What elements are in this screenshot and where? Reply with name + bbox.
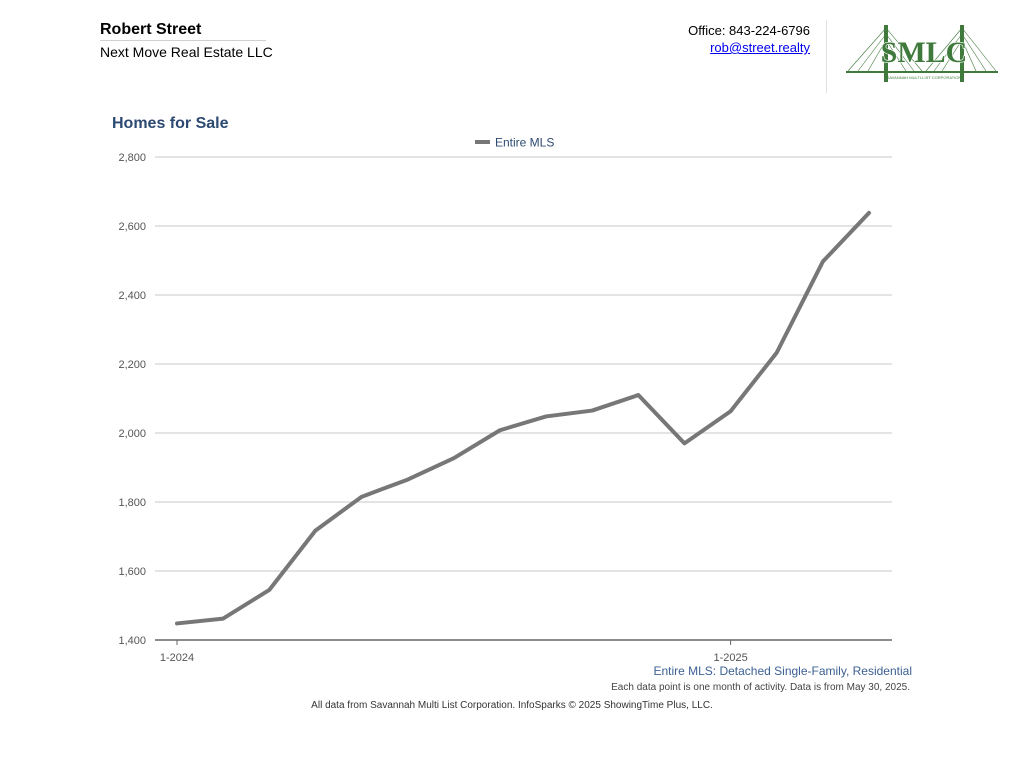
y-tick-label: 1,400 (118, 635, 146, 647)
y-tick-label: 2,600 (118, 221, 146, 233)
series-caption: Entire MLS: Detached Single-Family, Resi… (653, 664, 912, 678)
logo-subtext: SAVANNAH MULTI-LIST CORPORATION (887, 75, 962, 80)
smlc-bridge-logo-icon: SMLC SAVANNAH MULTI-LIST CORPORATION (846, 25, 998, 82)
data-note: Each data point is one month of activity… (611, 682, 910, 693)
chart-title: Homes for Sale (112, 115, 229, 132)
y-tick-label: 2,000 (118, 428, 146, 440)
y-tick-label: 2,400 (118, 290, 146, 302)
y-tick-label: 2,800 (118, 152, 146, 164)
logo-text: SMLC (881, 36, 968, 69)
agent-company: Next Move Real Estate LLC (100, 44, 273, 60)
y-tick-label: 1,800 (118, 497, 146, 509)
x-tick-label: 1-2025 (713, 652, 747, 664)
agent-name: Robert Street (100, 21, 202, 38)
header-divider (100, 40, 266, 41)
email-link[interactable]: rob@street.realty (710, 40, 810, 55)
header-vertical-divider (826, 20, 827, 93)
office-phone: Office: 843-224-6796 (688, 23, 810, 38)
y-tick-label: 1,600 (118, 566, 146, 578)
data-credits: All data from Savannah Multi List Corpor… (311, 700, 713, 711)
series-line-entire-mls (175, 210, 871, 626)
contact-block: Office: 843-224-6796 rob@street.realty (688, 22, 810, 56)
x-tick-label: 1-2024 (160, 652, 194, 664)
y-tick-label: 2,200 (118, 359, 146, 371)
legend-label: Entire MLS (495, 136, 554, 150)
